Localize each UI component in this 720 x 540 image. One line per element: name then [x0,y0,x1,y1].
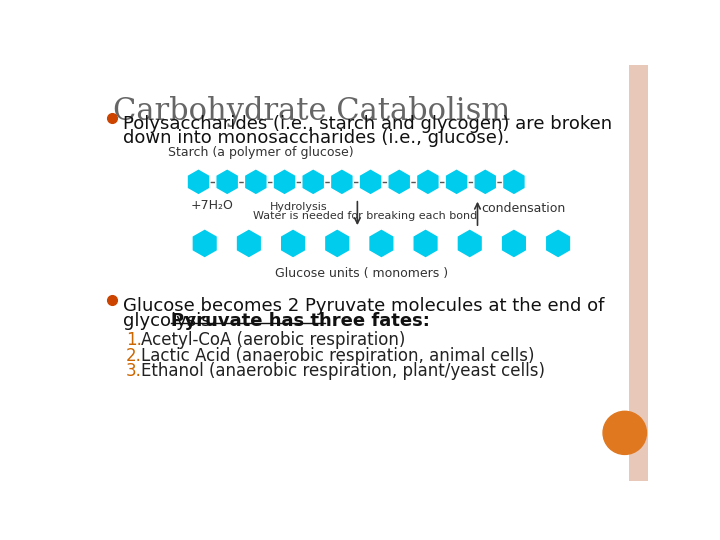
Text: Starch (a polymer of glucose): Starch (a polymer of glucose) [168,146,354,159]
Polygon shape [388,168,410,195]
Polygon shape [501,229,526,258]
FancyBboxPatch shape [90,65,629,481]
Polygon shape [503,168,526,195]
Polygon shape [359,168,382,195]
Text: Water is needed for breaking each bond: Water is needed for breaking each bond [253,211,477,221]
Text: Lactic Acid (anaerobic respiration, animal cells): Lactic Acid (anaerobic respiration, anim… [141,347,535,364]
Polygon shape [192,229,217,258]
Text: 3.: 3. [126,362,142,380]
Polygon shape [236,229,261,258]
Polygon shape [413,229,438,258]
Polygon shape [474,168,497,195]
Polygon shape [245,168,267,195]
Polygon shape [457,229,482,258]
Text: Polysaccharides (i.e., starch and glycogen) are broken: Polysaccharides (i.e., starch and glycog… [122,115,612,133]
Polygon shape [545,229,571,258]
Polygon shape [445,168,468,195]
Polygon shape [187,168,210,195]
FancyBboxPatch shape [90,65,648,481]
Polygon shape [280,229,306,258]
Polygon shape [273,168,296,195]
Text: Pyruvate has three fates:: Pyruvate has three fates: [171,312,431,330]
Text: Acetyl-CoA (aerobic respiration): Acetyl-CoA (aerobic respiration) [141,331,405,349]
Text: condensation: condensation [482,202,566,215]
Text: 1.: 1. [126,331,142,349]
Polygon shape [416,168,439,195]
Polygon shape [216,168,238,195]
Text: glycolysis.: glycolysis. [122,312,228,330]
Polygon shape [325,229,350,258]
Text: Carbohydrate Catabolism: Carbohydrate Catabolism [113,96,510,126]
Text: +7H₂O: +7H₂O [191,199,233,212]
Text: Ethanol (anaerobic respiration, plant/yeast cells): Ethanol (anaerobic respiration, plant/ye… [141,362,545,380]
Text: down into monosaccharides (i.e., glucose).: down into monosaccharides (i.e., glucose… [122,130,509,147]
Text: Glucose becomes 2 Pyruvate molecules at the end of: Glucose becomes 2 Pyruvate molecules at … [122,298,604,315]
Text: Hydrolysis: Hydrolysis [270,202,328,212]
Polygon shape [302,168,325,195]
Circle shape [603,411,647,455]
Polygon shape [369,229,394,258]
Polygon shape [330,168,354,195]
Text: 2.: 2. [126,347,142,364]
Text: Glucose units ( monomers ): Glucose units ( monomers ) [275,267,448,280]
